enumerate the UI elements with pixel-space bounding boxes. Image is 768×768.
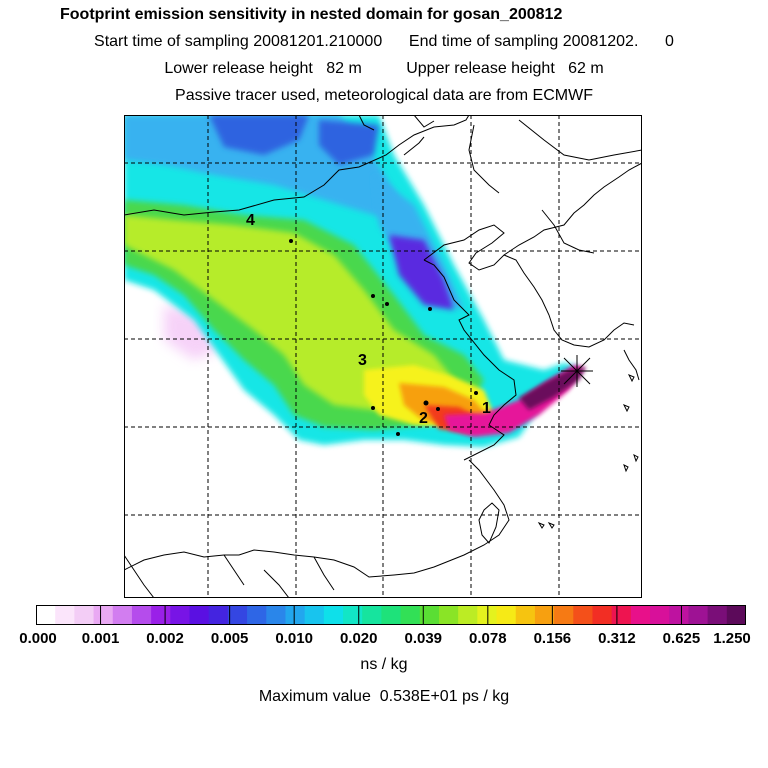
colorbar bbox=[36, 605, 746, 625]
colorbar-cell bbox=[131, 605, 152, 625]
colorbar-tick-label: 0.010 bbox=[275, 630, 313, 647]
colorbar-tick-label: 0.020 bbox=[339, 630, 378, 647]
colorbar-cell bbox=[247, 605, 267, 625]
graticule bbox=[124, 115, 642, 598]
region-label-2: 2 bbox=[419, 410, 428, 427]
colorbar-cell bbox=[381, 605, 402, 625]
colorbar-cell bbox=[669, 605, 690, 625]
region-label-1: 1 bbox=[482, 400, 491, 417]
colorbar-cell bbox=[400, 605, 421, 625]
colorbar-cell bbox=[285, 605, 306, 625]
colorbar-cell bbox=[726, 605, 746, 625]
plume-blue-patch bbox=[209, 115, 309, 155]
colorbar-cell bbox=[266, 605, 287, 625]
colorbar-tick-label: 0.156 bbox=[533, 630, 572, 647]
colorbar-cell bbox=[611, 605, 632, 625]
colorbar-tick-label: 0.312 bbox=[598, 630, 636, 647]
receptor-marker bbox=[561, 355, 593, 387]
colorbar-cell bbox=[458, 605, 478, 625]
colorbar-tick-label: 0.078 bbox=[469, 630, 507, 647]
colorbar-cell bbox=[534, 605, 555, 625]
colorbar-tick-label: 0.002 bbox=[146, 630, 184, 647]
colorbar-cell bbox=[438, 605, 459, 625]
colorbar-tick-label: 0.625 bbox=[662, 630, 701, 647]
plume-blue-patch-2 bbox=[319, 120, 379, 165]
footprint-map: 1 2 3 4 bbox=[124, 115, 642, 598]
colorbar-tick-label: 0.039 bbox=[404, 630, 443, 647]
cluster-dots bbox=[289, 239, 478, 436]
colorbar-cell bbox=[496, 605, 517, 625]
colorbar-tick-label: 0.000 bbox=[19, 630, 57, 647]
colorbar-cell bbox=[112, 605, 133, 625]
colorbar-cell bbox=[630, 605, 651, 625]
map-border bbox=[124, 115, 642, 598]
map-canvas: 1 2 3 4 bbox=[124, 115, 642, 598]
max-value-note: Maximum value 0.538E+01 ps / kg bbox=[258, 688, 510, 705]
colorbar-cell bbox=[74, 605, 95, 625]
colorbar-unit: ns / kg bbox=[360, 656, 408, 673]
colorbar-cell bbox=[362, 605, 383, 625]
colorbar-tick-label: 0.001 bbox=[81, 630, 120, 647]
colorbar-cell bbox=[227, 605, 248, 625]
colorbar-cell bbox=[304, 605, 325, 625]
region-label-4: 4 bbox=[246, 212, 255, 229]
plume-purple-patch bbox=[389, 235, 454, 310]
region-labels: 1 2 3 4 bbox=[246, 212, 491, 427]
tracer-note: Passive tracer used, meteorological data… bbox=[175, 87, 593, 104]
colorbar-cell bbox=[93, 605, 114, 625]
colorbar-cell bbox=[554, 605, 574, 625]
colorbar-cell bbox=[419, 605, 440, 625]
colorbar-tick-label: 0.005 bbox=[210, 630, 249, 647]
plume-yellowgreen bbox=[124, 215, 454, 410]
colorbar-cell bbox=[477, 605, 498, 625]
colorbar-tick-label: 1.250 bbox=[713, 630, 751, 647]
colorbar-cell bbox=[323, 605, 344, 625]
region-label-3: 3 bbox=[358, 352, 367, 369]
colorbar-cell bbox=[36, 605, 56, 625]
colorbar-cell bbox=[151, 605, 171, 625]
colorbar-cell bbox=[55, 605, 75, 625]
colorbar-cell bbox=[189, 605, 210, 625]
plume-core bbox=[519, 367, 586, 410]
colorbar-cell bbox=[707, 605, 728, 625]
map-title: Footprint emission sensitivity in nested… bbox=[60, 6, 563, 23]
colorbar-cell bbox=[208, 605, 229, 625]
coastlines bbox=[124, 115, 642, 598]
colorbar-cell bbox=[343, 605, 363, 625]
colorbar-cell bbox=[688, 605, 709, 625]
colorbar-cell bbox=[650, 605, 670, 625]
sensitivity-field bbox=[124, 115, 586, 447]
release-heights: Lower release height 82 m Upper release … bbox=[164, 60, 604, 77]
colorbar-cell bbox=[573, 605, 594, 625]
colorbar-cell bbox=[592, 605, 613, 625]
colorbar-cell bbox=[515, 605, 536, 625]
sampling-times: Start time of sampling 20081201.210000 E… bbox=[94, 33, 674, 50]
colorbar-cell bbox=[170, 605, 191, 625]
